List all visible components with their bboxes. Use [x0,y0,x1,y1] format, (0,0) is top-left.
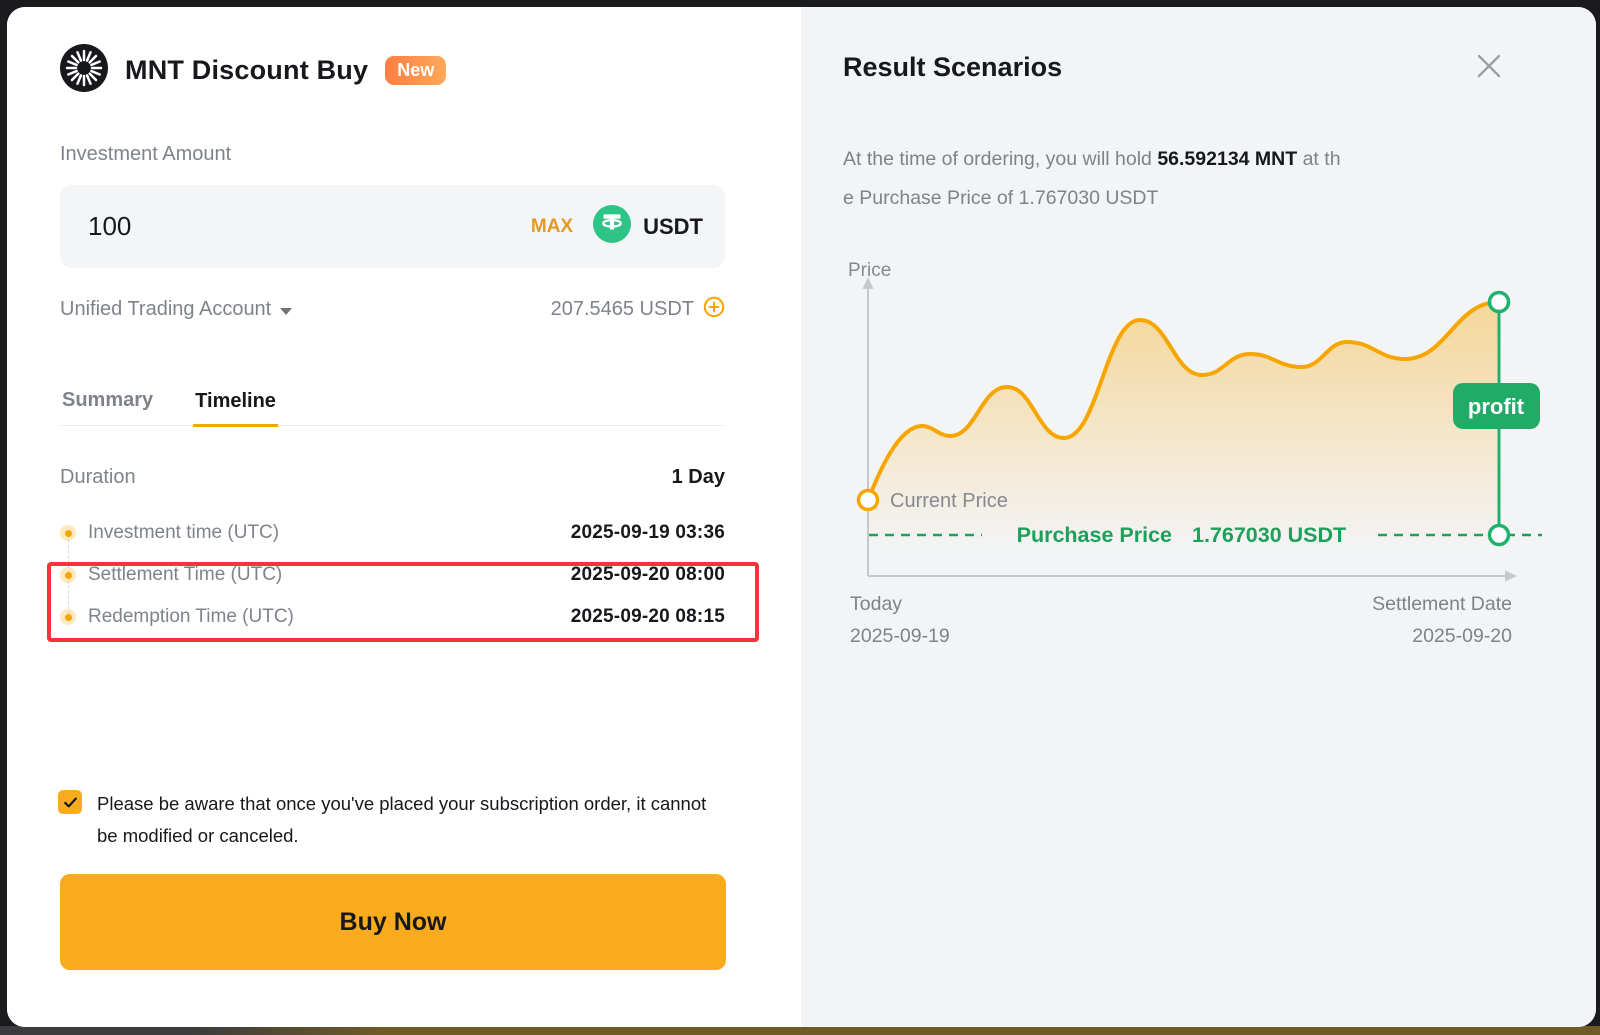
profit-badge-label: profit [1468,394,1525,419]
price-projection-chart: Price Purchase Price 1.767030 USDT profi… [848,260,1542,647]
result-scenarios-panel: Result Scenarios At the time of ordering… [801,7,1596,1027]
timeline-row-settlement: Settlement Time (UTC) 2025-09-20 08:00 [60,561,725,589]
discount-buy-modal: MNT Discount Buy New Investment Amount M… [7,7,1596,1027]
investment-amount-box: MAX USDT [60,185,725,268]
settlement-bottom-marker [1487,523,1511,547]
tether-usdt-icon [593,205,632,248]
duration-row: Duration 1 Day [60,466,725,489]
price-area-fill [868,302,1499,548]
tab-timeline[interactable]: Timeline [193,389,278,427]
description-text: At the time of ordering, you will hold [843,148,1158,170]
max-button[interactable]: MAX [530,215,574,237]
duration-value: 1 Day [671,466,725,488]
x-left-label: Today [850,593,902,615]
order-panel: MNT Discount Buy New Investment Amount M… [7,7,801,1027]
account-selector-label: Unified Trading Account [60,298,272,320]
timeline-label: Settlement Time (UTC) [88,564,283,585]
close-icon[interactable] [1474,51,1504,81]
timeline-row-redemption: Redemption Time (UTC) 2025-09-20 08:15 [60,603,725,631]
timeline-value: 2025-09-19 03:36 [570,522,725,543]
timeline-label: Redemption Time (UTC) [88,606,294,627]
tab-summary[interactable]: Summary [60,389,155,425]
agreement-checkbox[interactable] [58,790,82,814]
holding-amount: 56.592134 MNT [1157,148,1298,170]
y-axis-arrow-icon [862,277,874,289]
currency-chip: USDT [593,205,703,248]
price-line [866,300,1501,502]
available-balance: 207.5465 USDT [551,296,725,323]
settlement-top-marker [1487,290,1511,314]
amount-input[interactable] [88,211,531,242]
current-price-marker [856,488,880,512]
x-left-date: 2025-09-19 [850,625,950,647]
x-right-label: Settlement Date [1372,593,1512,615]
duration-label: Duration [60,466,136,488]
brand-header: MNT Discount Buy New [60,44,447,97]
description-text: e Purchase Price of 1.767030 USDT [843,187,1159,209]
new-badge: New [385,56,447,85]
result-scenarios-title: Result Scenarios [843,52,1063,82]
mnt-mantle-logo-icon [60,44,108,97]
circled-plus-icon[interactable] [703,296,725,323]
account-selector[interactable]: Unified Trading Account [60,298,293,321]
agreement-row: Please be aware that once you've placed … [58,788,730,852]
current-price-label: Current Price [890,490,1008,512]
disclaimer-text: Please be aware that once you've placed … [97,793,707,846]
x-right-date: 2025-09-20 [1412,625,1512,647]
timeline-dot-icon [60,525,76,541]
price-axis-label: Price [848,260,891,281]
timeline-value: 2025-09-20 08:00 [570,564,725,585]
currency-label: USDT [643,213,703,239]
chevron-down-icon [280,307,293,315]
timeline-dot-icon [60,609,76,625]
tab-bar: Summary Timeline [60,389,725,427]
timeline-label: Investment time (UTC) [88,522,280,543]
timeline-dot-icon [60,567,76,583]
profit-badge [1453,383,1540,429]
scenario-description: At the time of ordering, you will hold 5… [843,140,1505,218]
page-title: MNT Discount Buy [125,55,369,85]
x-axis-arrow-icon [1505,570,1517,582]
description-text: at th [1297,148,1341,170]
account-row: Unified Trading Account 207.5465 USDT [60,296,725,323]
balance-amount: 207.5465 USDT [550,298,694,320]
timeline-list: Investment time (UTC) 2025-09-19 03:36 S… [60,519,725,645]
buy-now-button[interactable]: Buy Now [60,874,726,970]
investment-amount-label: Investment Amount [60,143,232,165]
timeline-row-investment: Investment time (UTC) 2025-09-19 03:36 [60,519,725,547]
timeline-value: 2025-09-20 08:15 [570,606,725,627]
